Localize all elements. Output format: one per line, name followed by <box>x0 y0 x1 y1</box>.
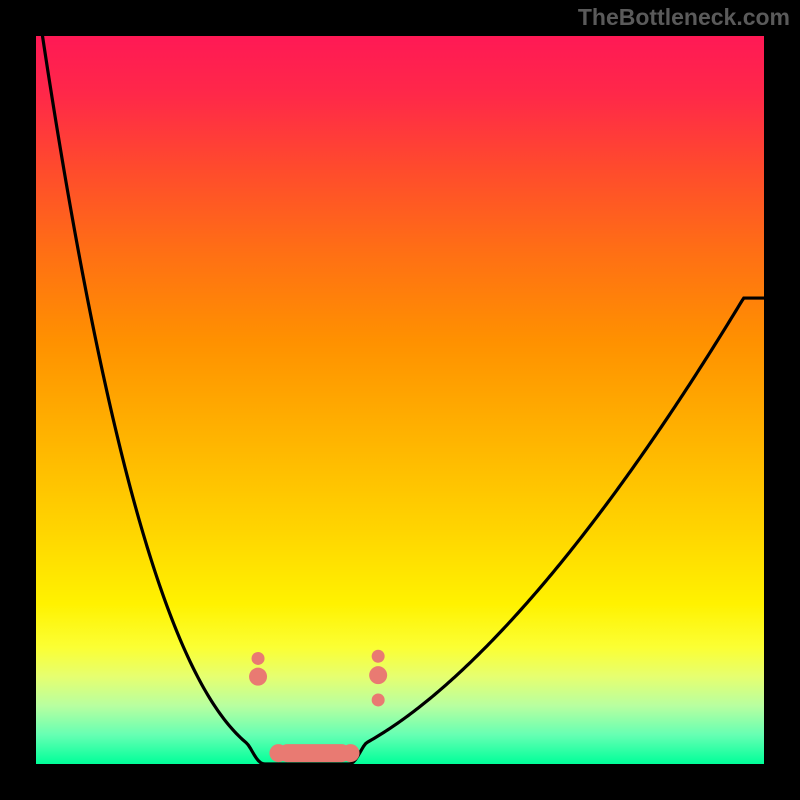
bottleneck-chart <box>36 36 764 764</box>
data-marker <box>249 668 267 686</box>
data-marker <box>369 666 387 684</box>
gradient-background <box>36 36 764 764</box>
data-marker <box>252 652 265 665</box>
data-marker <box>269 744 287 762</box>
data-marker <box>372 650 385 663</box>
watermark-text: TheBottleneck.com <box>578 4 790 31</box>
data-marker-bar <box>278 744 350 762</box>
chart-frame: TheBottleneck.com <box>0 0 800 800</box>
data-marker <box>342 744 360 762</box>
data-marker <box>372 693 385 706</box>
